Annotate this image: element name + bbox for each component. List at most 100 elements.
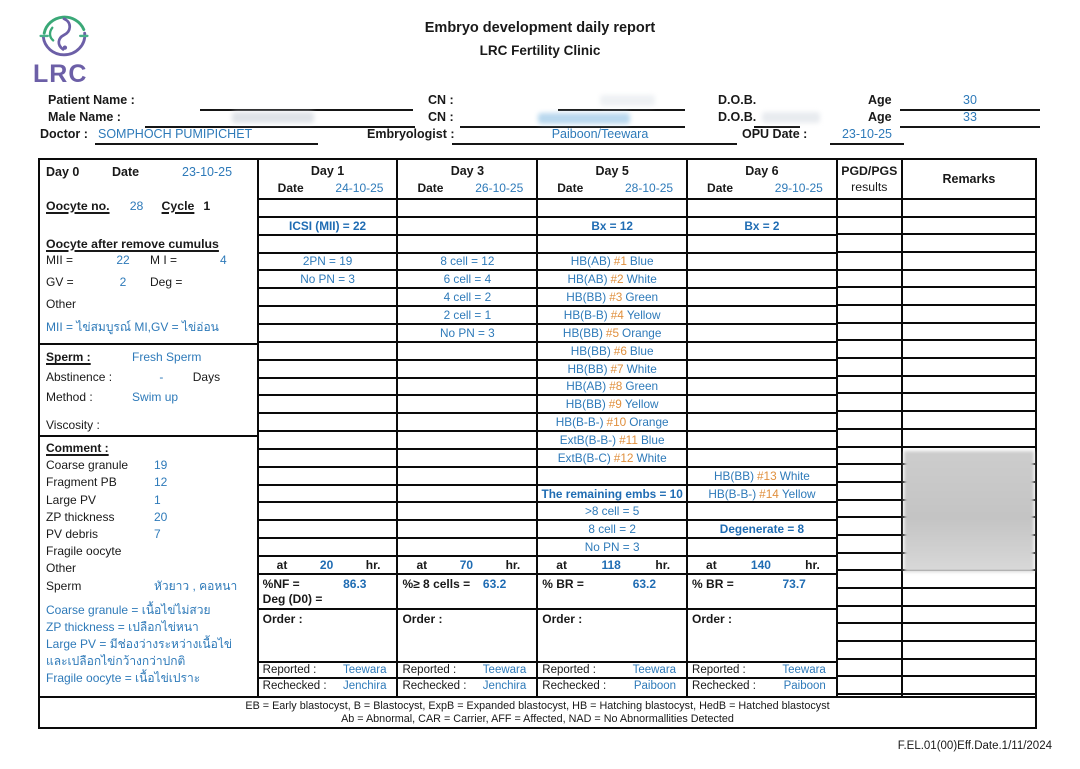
day0-column: Day 0 Date 23-10-25 Oocyte no. 28 Cycle … bbox=[40, 160, 259, 696]
grid-row-cell bbox=[398, 486, 537, 504]
grid-row-cell bbox=[258, 468, 397, 486]
grid-row-cell bbox=[258, 432, 397, 450]
doctor-value: SOMPHOCH PUMIPICHET bbox=[98, 127, 253, 141]
cn1-line bbox=[558, 109, 685, 111]
day1-date: 24-10-25 bbox=[335, 180, 384, 195]
abbreviation-legend: EB = Early blastocyst, B = Blastocyst, E… bbox=[38, 696, 1037, 729]
empty-grid-cell bbox=[837, 554, 901, 572]
day3-header: Day 3 Date 26-10-25 bbox=[398, 160, 537, 200]
grid-row-cell bbox=[398, 236, 537, 254]
grid-row-cell bbox=[538, 236, 687, 254]
grid-row-cell bbox=[688, 432, 836, 450]
grid-row-cell: HB(B-B-) #14 Yellow bbox=[688, 486, 836, 504]
cycle-value: 1 bbox=[203, 199, 211, 213]
grid-row-cell bbox=[398, 450, 537, 468]
day1-rows: ICSI (MII) = 22 2PN = 19 No PN = 3 bbox=[258, 200, 397, 557]
grid-row-cell bbox=[258, 450, 397, 468]
day3-reported-row: Reported : Teewara bbox=[398, 663, 537, 679]
grid-row-cell: HB(B-B) #4 Yellow bbox=[538, 307, 687, 325]
empty-grid-cell bbox=[902, 642, 1036, 660]
age-label-2: Age bbox=[868, 110, 892, 124]
grid-row-cell bbox=[258, 236, 397, 254]
comment-row: ZP thickness 20 bbox=[46, 509, 168, 524]
form-code: F.EL.01(00)Eff.Date.1/11/2024 bbox=[897, 740, 1052, 752]
method-label: Method : bbox=[46, 390, 93, 404]
male-name-label: Male Name : bbox=[48, 110, 121, 124]
grid-row-cell: HB(BB) #9 Yellow bbox=[538, 396, 687, 415]
empty-grid-cell bbox=[902, 235, 1036, 254]
abstinence-value: - bbox=[159, 370, 164, 384]
oocyte-no-label: Oocyte no. bbox=[46, 199, 110, 213]
empty-grid-cell bbox=[837, 288, 901, 307]
redacted-remarks-block bbox=[903, 451, 1034, 572]
thai-glossary-line: Coarse granule = เนื้อไข่ไม่สวย bbox=[46, 602, 211, 617]
sperm-heading: Sperm : bbox=[46, 350, 91, 364]
grid-row-cell bbox=[688, 450, 836, 468]
comment-row: Coarse granule 19 bbox=[46, 458, 168, 473]
grid-row-cell bbox=[688, 503, 836, 522]
empty-grid-cell bbox=[837, 607, 901, 625]
day1-header: Day 1 Date 24-10-25 bbox=[258, 160, 397, 200]
gv-value: 2 bbox=[119, 275, 127, 289]
grid-row-cell: 4 cell = 2 bbox=[398, 289, 537, 308]
clinic-name: LRC Fertility Clinic bbox=[479, 43, 601, 58]
comment-row: Sperm หัวยาว , คอหนา bbox=[46, 578, 238, 593]
grid-row-cell bbox=[398, 468, 537, 486]
comment-row: Large PV 1 bbox=[46, 492, 161, 507]
oocyte-no-value: 28 bbox=[129, 199, 144, 213]
day5-reported-row: Reported : Teewara bbox=[538, 663, 687, 679]
day0-section-oocyte: Day 0 Date 23-10-25 Oocyte no. 28 Cycle … bbox=[40, 160, 257, 345]
grid-row-cell: Bx = 2 bbox=[688, 218, 836, 236]
grid-row-cell bbox=[258, 503, 397, 522]
grid-row-cell bbox=[258, 414, 397, 433]
empty-grid-cell bbox=[837, 448, 901, 466]
grid-row-cell: HB(BB) #13 White bbox=[688, 468, 836, 486]
cycle-label: Cycle bbox=[161, 199, 195, 213]
opu-line bbox=[830, 143, 904, 145]
day6-rechecked-row: Rechecked : Paiboon bbox=[692, 680, 826, 693]
grid-row-cell bbox=[258, 521, 397, 540]
cn-label-2: CN : bbox=[428, 110, 454, 124]
grid-row-cell: ExtB(B-B-) #11 Blue bbox=[538, 432, 687, 450]
comment-row: Fragment PB 12 bbox=[46, 475, 168, 490]
other-label: Other bbox=[46, 297, 77, 311]
empty-grid-cell bbox=[837, 642, 901, 660]
age1-line bbox=[900, 109, 1040, 111]
day3-order-row: Order : bbox=[398, 610, 537, 663]
embryo-table: Day 0 Date 23-10-25 Oocyte no. 28 Cycle … bbox=[38, 158, 1037, 698]
grid-row-cell bbox=[398, 218, 537, 236]
redacted-cn1 bbox=[600, 95, 655, 106]
empty-grid-cell bbox=[837, 465, 901, 483]
grid-row-cell bbox=[688, 414, 836, 433]
day5-date: 28-10-25 bbox=[625, 180, 674, 195]
day6-hr-row: at 140 hr. bbox=[688, 557, 836, 575]
grid-row-cell: ICSI (MII) = 22 bbox=[258, 218, 397, 236]
empty-grid-cell bbox=[902, 324, 1036, 342]
day1-column: Day 1 Date 24-10-25 ICSI (MII) = 22 2PN = … bbox=[258, 160, 399, 696]
day3-column: Day 3 Date 26-10-25 8 cell = 12 6 cell = 4… bbox=[398, 160, 539, 696]
empty-grid-cell bbox=[837, 518, 901, 536]
day5-hr-row: at 118 hr. bbox=[538, 557, 687, 575]
empty-grid-cell bbox=[837, 235, 901, 254]
grid-row-cell bbox=[688, 254, 836, 272]
empty-grid-cell bbox=[902, 589, 1036, 607]
empty-grid-cell bbox=[902, 271, 1036, 289]
day6-order-row: Order : bbox=[688, 610, 836, 663]
empty-grid-cell bbox=[902, 377, 1036, 395]
cumulus-heading: Oocyte after remove cumulus bbox=[46, 237, 219, 251]
grid-row-cell bbox=[398, 521, 537, 540]
grid-row-cell: Bx = 12 bbox=[538, 218, 687, 236]
male-age-value: 33 bbox=[963, 110, 977, 124]
grid-row-cell: HB(BB) #7 White bbox=[538, 361, 687, 379]
comment-heading: Comment : bbox=[46, 441, 109, 455]
day1-order-row: Order : bbox=[258, 610, 397, 663]
empty-grid-cell bbox=[837, 483, 901, 501]
day1-reported-row: Reported : Teewara bbox=[258, 663, 397, 679]
empty-grid-cell bbox=[902, 253, 1036, 271]
day1-rechecked-row: Rechecked : Jenchira bbox=[262, 680, 387, 693]
grid-row-cell: The remaining embs = 10 bbox=[538, 486, 687, 504]
grid-row-cell bbox=[258, 361, 397, 379]
dob-label-2: D.O.B. bbox=[718, 110, 757, 124]
